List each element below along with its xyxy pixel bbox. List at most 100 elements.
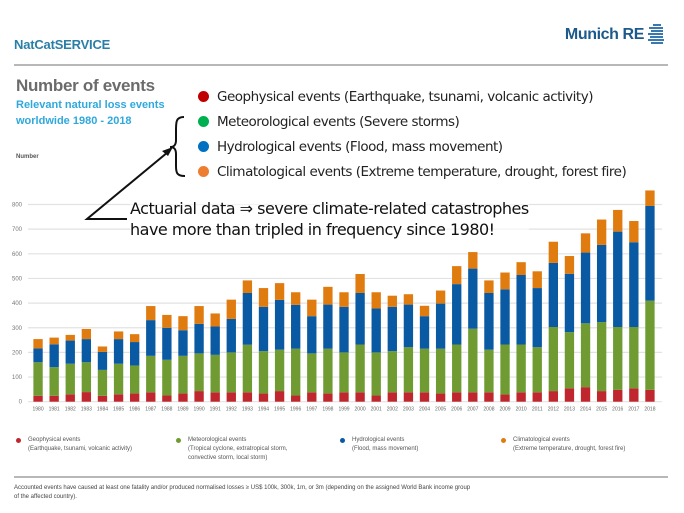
x-tick-label: 2004 [419, 407, 430, 413]
bar-segment-geophysical-events [564, 388, 575, 402]
page-title: Number of events [16, 76, 155, 95]
bar-segment-hydrological-events [146, 320, 156, 356]
bar-segment-meteorological-events [226, 352, 236, 393]
bar-segment-meteorological-events [516, 344, 526, 393]
bar-segment-climatological-events [613, 209, 623, 232]
blue-dot-icon [198, 141, 209, 152]
bar-segment-hydrological-events [371, 308, 381, 353]
bar-segment-meteorological-events [419, 348, 430, 393]
bar-segment-hydrological-events [339, 306, 349, 353]
bar-segment-hydrological-events [162, 327, 172, 360]
bar-segment-geophysical-events [613, 389, 623, 402]
x-tick-label: 2006 [451, 407, 462, 413]
bar-segment-climatological-events [355, 274, 365, 293]
bar-segment-geophysical-events [387, 392, 397, 402]
bar-segment-geophysical-events [468, 392, 478, 402]
x-tick-label: 1984 [97, 407, 108, 413]
bar-segment-climatological-events [49, 337, 59, 345]
bar-segment-climatological-events [210, 313, 220, 327]
x-tick-label: 2015 [596, 407, 607, 413]
legend-title: Hydrological events [352, 437, 405, 443]
bar-segment-meteorological-events [146, 355, 156, 393]
bar-segment-climatological-events [162, 314, 172, 328]
legend-dot-icon [340, 438, 345, 443]
overlay-legend-item-geophysical: Geophysical events (Earthquake, tsunami,… [198, 84, 626, 109]
bar-segment-hydrological-events [226, 318, 236, 353]
overlay-legend-label: Meteorological events (Severe storms) [217, 113, 460, 130]
bar-segment-geophysical-events [146, 392, 156, 402]
x-tick-label: 1988 [161, 407, 172, 413]
legend-title: Geophysical events [28, 437, 81, 443]
orange-dot-icon [198, 166, 209, 177]
x-tick-label: 1981 [49, 407, 60, 413]
page-subtitle: Relevant natural loss events worldwide 1… [16, 99, 165, 127]
bar-segment-climatological-events [194, 306, 204, 324]
bar-segment-meteorological-events [65, 363, 75, 395]
x-tick-label: 2014 [580, 407, 591, 413]
x-tick-label: 1994 [258, 407, 269, 413]
bar-segment-geophysical-events [532, 392, 542, 402]
bar-segment-hydrological-events [645, 205, 655, 301]
bar-segment-meteorological-events [323, 348, 333, 394]
x-tick-label: 2010 [516, 407, 527, 413]
bar-segment-geophysical-events [210, 392, 220, 402]
x-tick-label: 2002 [387, 407, 398, 413]
bar-segment-climatological-events [274, 283, 285, 300]
bar-segment-meteorological-events [33, 362, 43, 396]
bar-segment-hydrological-events [468, 268, 478, 329]
x-tick-label: 2009 [499, 407, 510, 413]
bar-segment-climatological-events [468, 252, 478, 269]
bar-segment-hydrological-events [49, 344, 59, 368]
x-tick-label: 1985 [113, 407, 124, 413]
legend-desc: (Extreme temperature, drought, forest fi… [513, 446, 626, 452]
bar-segment-climatological-events [532, 271, 542, 289]
x-tick-label: 2011 [532, 407, 543, 413]
bar-segment-hydrological-events [613, 231, 623, 328]
bar-segment-geophysical-events [194, 391, 204, 402]
x-tick-label: 2016 [612, 407, 623, 413]
x-tick-label: 1992 [226, 407, 237, 413]
bar-segment-geophysical-events [178, 393, 188, 402]
bar-segment-geophysical-events [274, 391, 285, 402]
x-tick-label: 1998 [322, 407, 333, 413]
x-tick-label: 2007 [467, 407, 478, 413]
bar-segment-climatological-events [323, 286, 333, 305]
bar-segment-geophysical-events [339, 392, 349, 402]
bar-segment-geophysical-events [403, 392, 414, 402]
bar-segment-climatological-events [500, 272, 510, 290]
bar-segment-climatological-events [258, 288, 269, 307]
bar-segment-climatological-events [548, 241, 559, 263]
bar-segment-climatological-events [387, 295, 397, 307]
bar-segment-geophysical-events [323, 393, 333, 402]
bar-segment-hydrological-events [113, 339, 124, 364]
annotation-callout: Actuarial data ⇒ severe climate-related … [130, 198, 529, 240]
bar-segment-hydrological-events [435, 303, 446, 349]
bar-segment-geophysical-events [629, 388, 639, 402]
x-tick-label: 1996 [290, 407, 301, 413]
x-tick-label: 2012 [548, 407, 559, 413]
bar-segment-meteorological-events [194, 353, 204, 392]
x-tick-label: 2001 [371, 407, 382, 413]
x-tick-label: 1987 [145, 407, 156, 413]
y-axis-label: Number [16, 154, 39, 160]
brand-name: NatCatSERVICE [14, 37, 111, 52]
x-tick-label: 2005 [435, 407, 446, 413]
bar-segment-geophysical-events [307, 392, 317, 402]
bar-segment-geophysical-events [596, 391, 607, 402]
bar-segment-meteorological-events [307, 353, 317, 393]
bar-segment-meteorological-events [580, 323, 591, 388]
legend-item-climatological: Climatological events (Extreme temperatur… [501, 436, 625, 454]
bar-segment-meteorological-events [435, 348, 446, 394]
bar-segment-geophysical-events [129, 393, 140, 402]
y-tick-label: 400 [12, 301, 23, 307]
bar-segment-hydrological-events [532, 288, 542, 348]
bar-segment-hydrological-events [452, 284, 462, 345]
legend-dot-icon [16, 438, 21, 443]
x-tick-label: 1995 [274, 407, 285, 413]
bar-segment-meteorological-events [548, 327, 559, 392]
y-tick-label: 100 [12, 375, 23, 381]
footnote: Accounted events have caused at least on… [14, 485, 471, 500]
bar-segment-meteorological-events [532, 347, 542, 393]
legend-desc: (Earthquake, tsunami, volcanic activity) [28, 446, 133, 452]
bar-segment-geophysical-events [452, 392, 462, 402]
